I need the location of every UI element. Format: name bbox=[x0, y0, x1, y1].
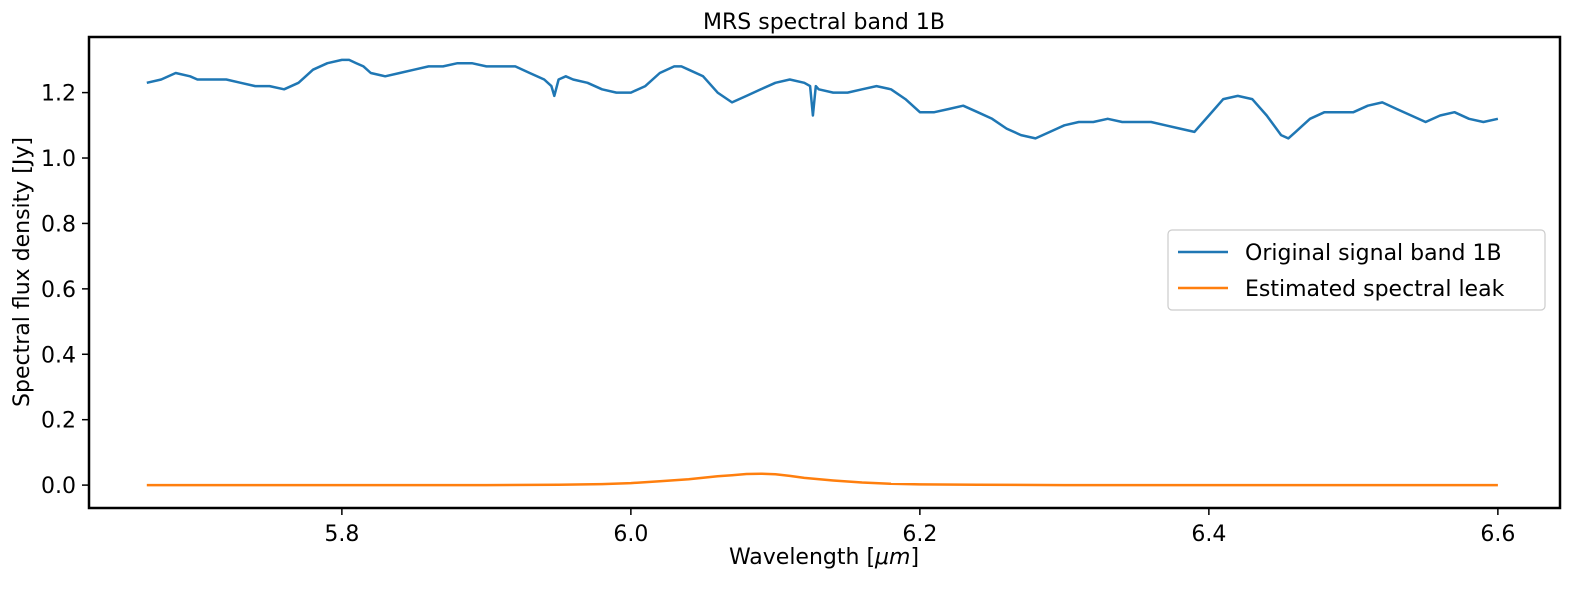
y-tick-label: 0.4 bbox=[41, 343, 76, 368]
x-tick-label: 5.8 bbox=[324, 522, 359, 547]
legend: Original signal band 1B Estimated spectr… bbox=[1167, 229, 1546, 311]
chart-title: MRS spectral band 1B bbox=[703, 10, 945, 35]
y-tick-label: 0.8 bbox=[41, 212, 76, 237]
y-tick-label: 1.0 bbox=[41, 147, 76, 172]
legend-label-original: Original signal band 1B bbox=[1245, 241, 1502, 266]
y-axis: 0.0 0.2 0.4 0.6 0.8 1.0 1.2 bbox=[41, 82, 89, 499]
y-tick-label: 0.0 bbox=[41, 474, 76, 499]
series-line-estimated-spectral-leak bbox=[146, 472, 1498, 487]
x-tick-label: 6.6 bbox=[1480, 522, 1515, 547]
x-axis: 5.8 6.0 6.2 6.4 6.6 bbox=[324, 508, 1515, 547]
x-tick-label: 6.0 bbox=[613, 522, 648, 547]
plot-frame bbox=[87, 35, 1562, 510]
y-tick-label: 1.2 bbox=[41, 82, 76, 107]
legend-box bbox=[1167, 229, 1546, 311]
y-tick-label: 0.6 bbox=[41, 278, 76, 303]
legend-label-leak: Estimated spectral leak bbox=[1245, 277, 1505, 302]
x-axis-title: Wavelength [μm] bbox=[729, 545, 919, 570]
y-tick-label: 0.2 bbox=[41, 409, 76, 434]
y-axis-title: Spectral flux density [Jy] bbox=[10, 137, 35, 407]
x-tick-label: 6.4 bbox=[1191, 522, 1226, 547]
x-tick-label: 6.2 bbox=[902, 522, 937, 547]
series-line-original-signal-band-1b bbox=[146, 58, 1499, 140]
plot-area bbox=[146, 58, 1499, 487]
